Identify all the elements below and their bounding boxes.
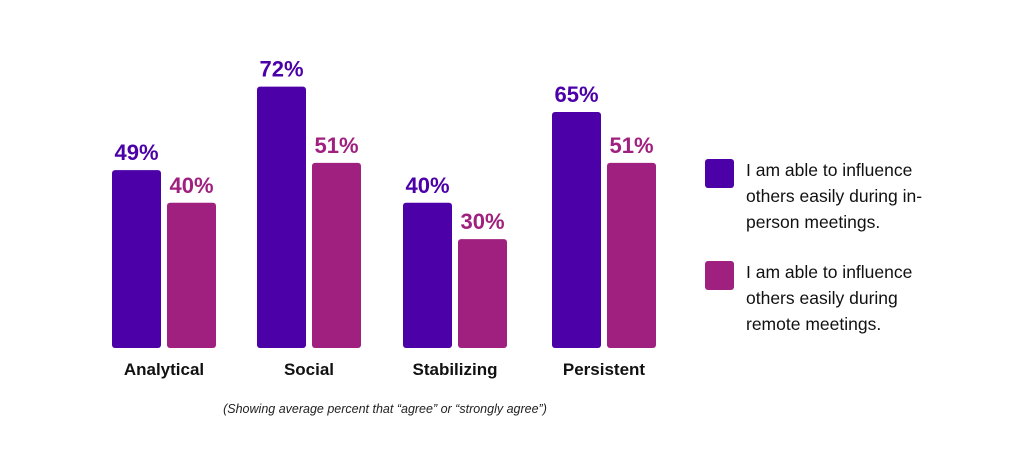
bar-social-in-person	[257, 86, 306, 348]
category-label-stabilizing: Stabilizing	[413, 360, 498, 379]
bar-analytical-remote	[167, 202, 216, 348]
category-label-persistent: Persistent	[563, 360, 646, 379]
data-label-stabilizing-in-person: 40%	[405, 173, 449, 198]
chart-legend: I am able to influence others easily dur…	[705, 157, 1005, 361]
category-label-social: Social	[284, 360, 334, 379]
category-label-analytical: Analytical	[124, 360, 204, 379]
bar-persistent-remote	[607, 162, 656, 348]
legend-label-remote: I am able to influence others easily dur…	[746, 262, 913, 334]
legend-item-remote: I am able to influence others easily dur…	[705, 259, 1005, 337]
data-label-analytical-in-person: 49%	[114, 140, 158, 165]
data-label-social-remote: 51%	[314, 133, 358, 158]
bar-persistent-in-person	[552, 112, 601, 348]
chart-footnote: (Showing average percent that “agree” or…	[223, 402, 547, 416]
bar-social-remote	[312, 162, 361, 348]
data-label-persistent-in-person: 65%	[554, 82, 598, 107]
bar-stabilizing-in-person	[403, 202, 452, 348]
bar-stabilizing-remote	[458, 239, 507, 348]
legend-item-in-person: I am able to influence others easily dur…	[705, 157, 1005, 235]
data-label-persistent-remote: 51%	[609, 133, 653, 158]
data-label-analytical-remote: 40%	[169, 173, 213, 198]
data-label-social-in-person: 72%	[259, 57, 303, 82]
data-label-stabilizing-remote: 30%	[460, 209, 504, 234]
bar-analytical-in-person	[112, 170, 161, 348]
legend-swatch-in-person	[705, 159, 734, 188]
legend-swatch-remote	[705, 261, 734, 290]
legend-label-in-person: I am able to influence others easily dur…	[746, 160, 923, 232]
